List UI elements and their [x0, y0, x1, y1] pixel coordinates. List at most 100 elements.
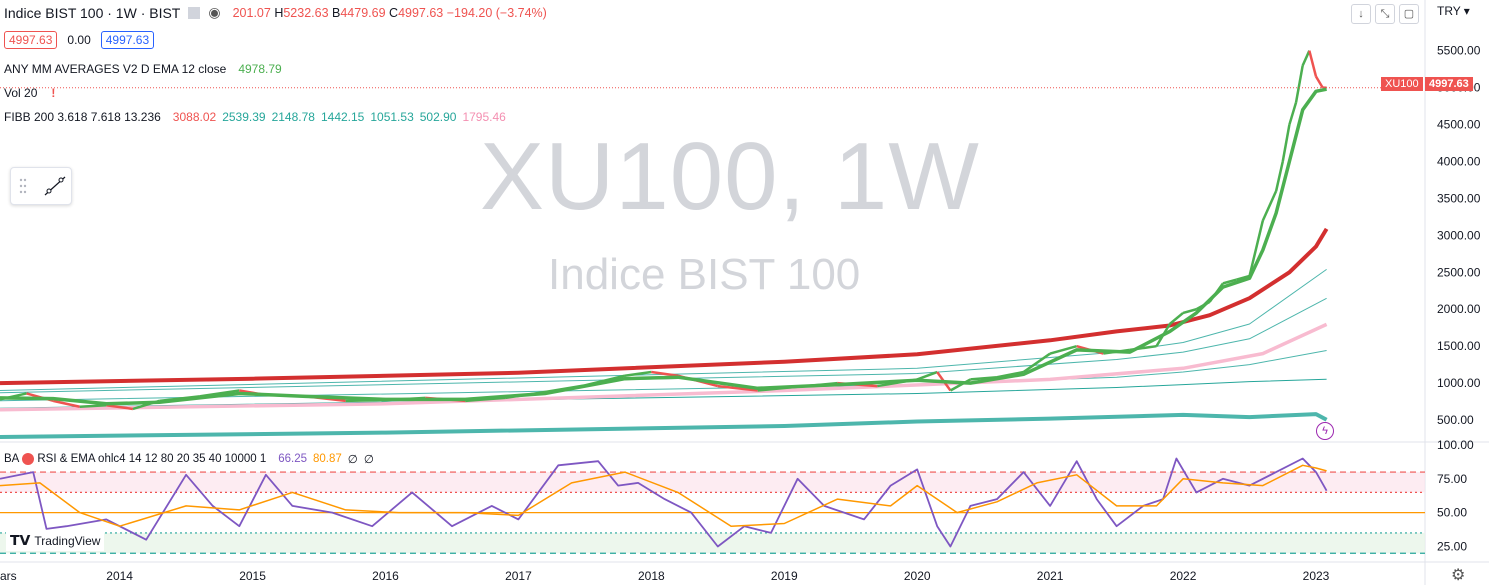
price-tick-label: 4500.00	[1437, 118, 1481, 132]
drawing-toolbar[interactable]	[10, 167, 72, 205]
watermark-name: Indice BIST 100	[548, 250, 861, 299]
maximize-icon[interactable]: ▢	[1399, 4, 1419, 24]
price-segment	[1301, 50, 1311, 66]
rsi-tick-label: 25.00	[1437, 539, 1467, 553]
ema-legend[interactable]: ANY MM AVERAGES V2 D EMA 12 close 4978.7…	[4, 62, 282, 76]
ohlc-readout: 201.07 H5232.63 B4479.69 C4997.63 −194.2…	[233, 6, 547, 20]
watermark-symbol: XU100, 1W	[480, 123, 980, 230]
fib-label: FIBB 200 3.618 7.618 13.236	[4, 110, 161, 124]
rsi-name: RSI & EMA ohlc4 14 12 80 20 35 40 10000 …	[37, 453, 267, 465]
close-value: 4997.63	[398, 5, 444, 20]
price-tick-label: 4000.00	[1437, 154, 1481, 168]
rsi-line	[0, 457, 1328, 548]
fib-value: 2148.78	[271, 110, 315, 124]
close-label: C	[389, 5, 399, 20]
open-value: 201.07	[232, 5, 271, 20]
time-tick-label: 2016	[372, 569, 399, 583]
fib-band-line	[0, 378, 1327, 409]
last-price-tag: 4997.63	[1425, 77, 1473, 91]
warning-icon[interactable]: !	[51, 86, 56, 100]
tv-logo-icon: 𝗧𝗩	[10, 532, 31, 548]
ema-label: ANY MM AVERAGES V2 D EMA 12 close	[4, 62, 227, 76]
fib-value: 1442.15	[320, 110, 365, 124]
time-tick-label: 2018	[638, 569, 665, 583]
price-tick-label: 1500.00	[1437, 339, 1481, 353]
price-segment	[1308, 50, 1318, 77]
bid-box[interactable]: 4997.63	[4, 31, 58, 49]
arrow-down-icon[interactable]: ↓	[1351, 4, 1371, 24]
price-segment	[79, 404, 107, 409]
bull-icon	[22, 453, 35, 465]
eye-icon[interactable]: ◉	[208, 4, 221, 20]
last-symbol-tag: XU100	[1381, 77, 1423, 91]
fib-band-line	[0, 297, 1327, 394]
price-segment	[52, 399, 81, 408]
fib-band-line	[0, 322, 1328, 412]
price-tick-label: 3500.00	[1437, 191, 1481, 205]
price-segment	[717, 384, 758, 392]
price-segment	[1222, 278, 1237, 285]
fib-value: 1051.53	[370, 110, 414, 124]
price-segment	[970, 375, 998, 381]
time-tick-label: 2019	[771, 569, 798, 583]
price-segment	[1235, 274, 1250, 281]
ask-box[interactable]: 4997.63	[100, 31, 155, 49]
flag-icon[interactable]	[188, 6, 201, 19]
fib-value: 1795.46	[462, 110, 506, 124]
rsi-tick-label: 75.00	[1437, 472, 1467, 486]
price-tick-label: 500.00	[1437, 413, 1474, 427]
time-tick-label: 2023	[1303, 569, 1330, 583]
fib-legend[interactable]: FIBB 200 3.618 7.618 13.236 3088.02 2539.…	[4, 110, 512, 124]
currency-selector[interactable]: TRY ▾	[1437, 4, 1470, 18]
time-tick-label: 2015	[239, 569, 266, 583]
rsi-legend[interactable]: BA RSI & EMA ohlc4 14 12 80 20 35 40 100…	[4, 452, 374, 466]
lightning-icon[interactable]: ϟ	[1316, 422, 1334, 440]
change-value: −194.20 (−3.74%)	[446, 5, 547, 20]
rsi-extra-2: ∅	[363, 454, 374, 466]
sma200-line	[0, 227, 1329, 386]
price-segment	[106, 404, 134, 411]
currency-label: TRY	[1437, 4, 1461, 18]
price-segment	[1281, 124, 1291, 162]
price-tick-label: 3000.00	[1437, 228, 1481, 242]
collapse-icon[interactable]: ⤡	[1375, 4, 1395, 24]
time-tick-label: 2014	[106, 569, 133, 583]
price-tick-label: 2000.00	[1437, 302, 1481, 316]
price-row: 4997.63 0.00 4997.63	[4, 31, 155, 49]
rsi-tick-label: 50.00	[1437, 506, 1467, 520]
fib-values: 3088.02 2539.39 2148.78 1442.15 1051.53 502.9…	[173, 110, 512, 124]
rsi-tick-label: 100.00	[1437, 438, 1474, 452]
time-tick-label: 2021	[1037, 569, 1064, 583]
gear-icon[interactable]: ⚙	[1451, 567, 1466, 584]
symbol-title[interactable]: Indice BIST 100 · 1W · BIST	[4, 4, 181, 21]
spread-value: 0.00	[67, 33, 91, 47]
pane-buttons: ↓ ⤡ ▢	[1351, 4, 1419, 24]
price-segment	[1182, 308, 1197, 315]
rsi-label: BA	[4, 453, 20, 465]
time-tick-label: 2022	[1170, 569, 1197, 583]
rsi-ema-line	[0, 464, 1327, 527]
price-tick-label: 1000.00	[1437, 376, 1481, 390]
low-value: 4479.69	[340, 5, 386, 20]
vol-label: Vol 20	[4, 86, 38, 100]
rsi-oversold-zone	[0, 532, 1425, 554]
price-segment	[1314, 75, 1324, 89]
fib-value: 502.90	[419, 110, 457, 124]
low-label: B	[332, 5, 341, 20]
price-segment	[624, 370, 652, 377]
price-segment	[1168, 311, 1184, 325]
fib-value: 2539.39	[222, 110, 266, 124]
vol-legend[interactable]: Vol 20 !	[4, 86, 55, 100]
chart-header: Indice BIST 100 · 1W · BIST ◉ 201.07 H52…	[4, 4, 547, 21]
rsi-value: 66.25	[278, 453, 308, 465]
price-segment	[1261, 190, 1278, 222]
price-segment	[1022, 352, 1051, 374]
fib-value: 3088.02	[172, 110, 217, 124]
tradingview-logo[interactable]: 𝗧𝗩 TradingView	[6, 530, 105, 551]
trendline-icon	[19, 176, 66, 196]
price-segment	[916, 370, 938, 381]
high-label: H	[274, 5, 284, 20]
price-segment	[1049, 344, 1078, 355]
time-tick-label: ars	[0, 569, 17, 583]
